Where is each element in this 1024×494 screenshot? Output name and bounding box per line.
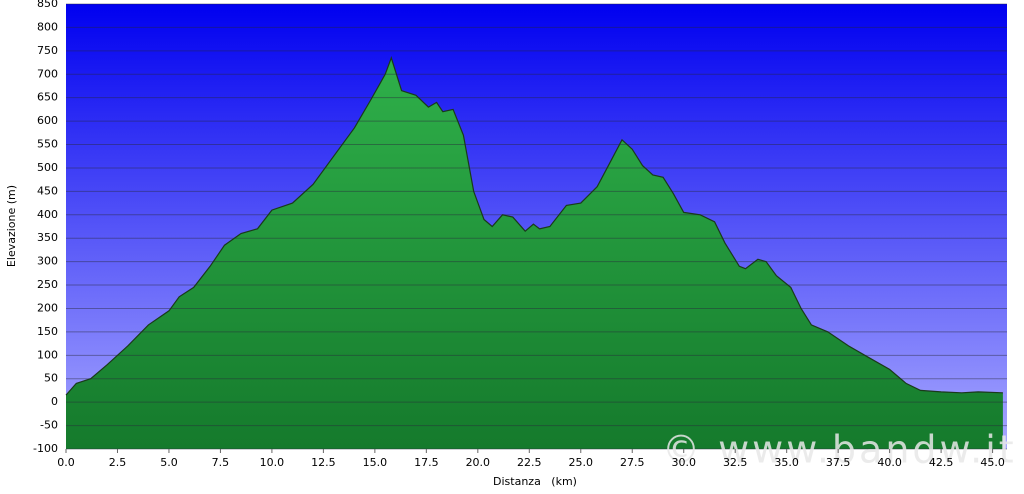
elevation-line <box>65 56 1003 396</box>
y-tick-label: 750 <box>37 44 58 57</box>
y-tick-label: 550 <box>37 138 58 151</box>
x-tick-label: 5.0 <box>160 456 178 469</box>
y-tick-label: 200 <box>37 301 58 314</box>
x-tick-label: 35.0 <box>774 456 799 469</box>
y-tick-label: 500 <box>37 161 58 174</box>
x-tick-label: 32.5 <box>723 456 748 469</box>
x-tick-label: 40.0 <box>877 456 902 469</box>
y-tick-label: 0 <box>51 395 58 408</box>
y-tick-label: 150 <box>37 325 58 338</box>
y-tick-label: 800 <box>37 20 58 33</box>
x-tick-label: 42.5 <box>929 456 954 469</box>
x-tick-label: 37.5 <box>826 456 851 469</box>
y-tick-label: 300 <box>37 255 58 268</box>
y-tick-label: -50 <box>40 419 58 432</box>
y-tick-label: 250 <box>37 278 58 291</box>
y-tick-label: 600 <box>37 114 58 127</box>
x-tick-label: 45.0 <box>980 456 1005 469</box>
y-tick-label: 350 <box>37 231 58 244</box>
x-tick-label: 7.5 <box>212 456 230 469</box>
x-axis-label: Distanza (km) <box>493 475 577 488</box>
y-axis-label: Elevazione (m) <box>5 185 18 267</box>
x-tick-label: 27.5 <box>620 456 645 469</box>
x-tick-label: 25.0 <box>569 456 594 469</box>
x-tick-label: 17.5 <box>414 456 439 469</box>
y-tick-label: 700 <box>37 67 58 80</box>
x-tick-label: 2.5 <box>109 456 127 469</box>
y-tick-label: 400 <box>37 208 58 221</box>
x-tick-label: 10.0 <box>260 456 285 469</box>
y-tick-label: 50 <box>44 372 58 385</box>
x-tick-label: 12.5 <box>311 456 336 469</box>
x-tick-label: 22.5 <box>517 456 542 469</box>
y-tick-label: -100 <box>33 442 58 455</box>
y-tick-label: 100 <box>37 348 58 361</box>
x-tick-label: 20.0 <box>466 456 491 469</box>
y-tick-label: 450 <box>37 184 58 197</box>
x-tick-label: 0.0 <box>57 456 75 469</box>
x-tick-label: 15.0 <box>363 456 388 469</box>
y-tick-label: 650 <box>37 91 58 104</box>
area-fill <box>66 57 1003 450</box>
y-tick-label: 850 <box>37 0 58 10</box>
x-tick-label: 30.0 <box>671 456 696 469</box>
